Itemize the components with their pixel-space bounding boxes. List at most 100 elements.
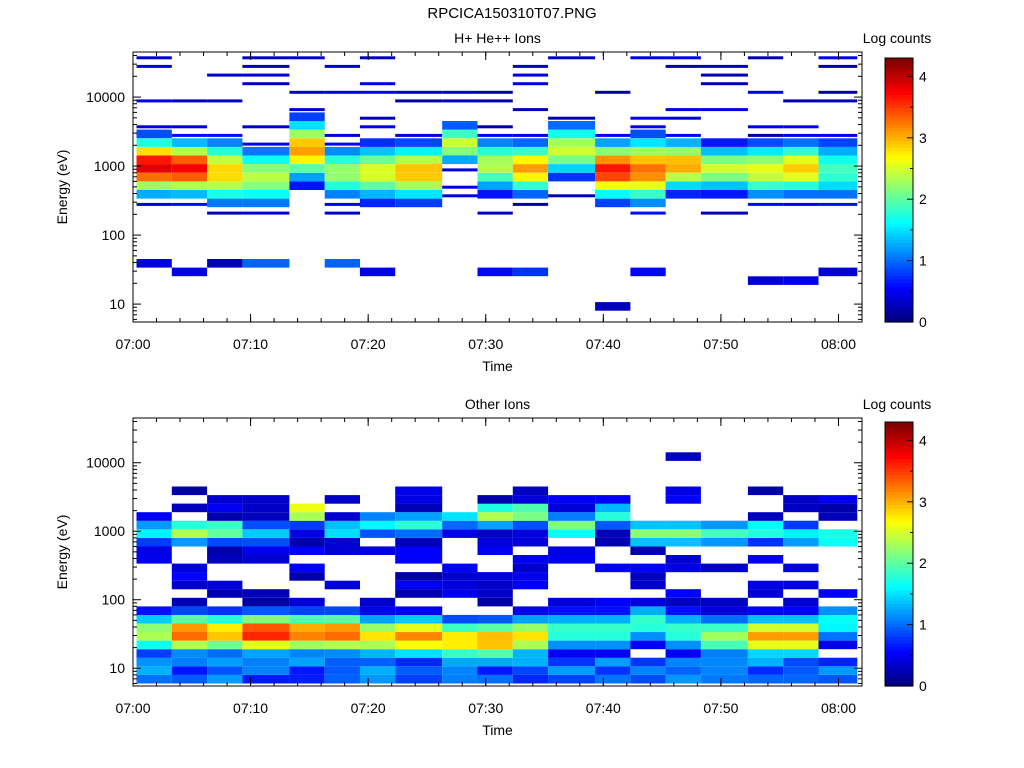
heatmap-cell bbox=[171, 190, 208, 199]
heatmap-cell bbox=[395, 146, 443, 156]
heatmap-cell bbox=[207, 495, 243, 504]
colorbar-frame bbox=[884, 421, 914, 687]
heatmap-cell bbox=[783, 503, 819, 513]
heatmap-cell bbox=[477, 572, 513, 581]
heatmap-cell bbox=[665, 640, 701, 650]
heatmap-cell bbox=[747, 125, 784, 129]
heatmap-cell bbox=[359, 181, 396, 190]
heatmap-cell bbox=[477, 146, 513, 156]
colorbar-segment bbox=[885, 669, 913, 674]
colorbar-segment bbox=[885, 682, 913, 687]
colorbar-segment bbox=[885, 636, 913, 641]
heatmap-cell bbox=[783, 190, 819, 199]
heatmap-cell bbox=[700, 640, 748, 650]
heatmap-cell bbox=[207, 614, 243, 624]
heatmap-cell bbox=[630, 657, 666, 667]
heatmap-cell bbox=[136, 640, 172, 650]
heatmap-cell bbox=[289, 520, 325, 530]
colorbar-segment bbox=[885, 481, 913, 486]
colorbar-segment bbox=[885, 209, 913, 214]
colorbar-segment bbox=[885, 269, 913, 274]
colorbar-segment bbox=[885, 275, 913, 280]
heatmap-cell bbox=[242, 56, 290, 60]
heatmap-cell bbox=[324, 495, 360, 504]
colorbar-segment bbox=[885, 249, 913, 254]
colorbar-segment bbox=[885, 491, 913, 496]
heatmap-cell bbox=[136, 259, 172, 268]
colorbar-segment bbox=[885, 84, 913, 89]
heatmap-cell bbox=[595, 563, 631, 573]
heatmap-cell bbox=[289, 546, 325, 555]
colorbar-segment bbox=[885, 180, 913, 184]
heatmap-cell bbox=[136, 190, 172, 199]
heatmap-cell bbox=[359, 546, 396, 555]
heatmap-cell bbox=[595, 520, 631, 530]
heatmap-cell bbox=[136, 657, 172, 667]
heatmap-cell bbox=[359, 614, 396, 624]
colorbar-segment bbox=[885, 590, 913, 595]
heatmap-cell bbox=[395, 546, 443, 555]
colorbar-segment bbox=[885, 656, 913, 661]
heatmap-cell bbox=[818, 606, 858, 615]
heatmap-cell bbox=[700, 164, 748, 173]
heatmap-cell bbox=[747, 512, 784, 521]
colorbar-segment bbox=[885, 282, 913, 287]
heatmap-cell bbox=[171, 133, 208, 137]
heatmap-cell bbox=[289, 138, 325, 147]
colorbar-segment bbox=[885, 474, 913, 479]
heatmap-cell bbox=[442, 129, 478, 139]
heatmap-cell bbox=[359, 155, 396, 165]
heatmap-cell bbox=[442, 168, 478, 172]
heatmap-cell bbox=[395, 495, 443, 504]
heatmap-cell bbox=[442, 563, 478, 573]
heatmap-cell bbox=[477, 155, 513, 165]
heatmap-cell bbox=[512, 649, 549, 658]
heatmap-cell bbox=[324, 181, 360, 190]
heatmap-cell bbox=[818, 495, 858, 504]
colorbar-segment bbox=[885, 186, 913, 191]
heatmap-cell bbox=[242, 555, 290, 564]
heatmap-cell bbox=[630, 597, 666, 607]
heatmap-cell bbox=[242, 142, 290, 146]
heatmap-cell bbox=[818, 133, 858, 137]
colorbar-segment bbox=[885, 223, 913, 227]
heatmap-cell bbox=[359, 190, 396, 199]
y-tick-label: 1000 bbox=[94, 158, 125, 174]
heatmap-cell bbox=[747, 202, 784, 206]
heatmap-cell bbox=[595, 164, 631, 173]
heatmap-cell bbox=[289, 56, 325, 60]
heatmap-cell bbox=[242, 520, 290, 530]
heatmap-cell bbox=[818, 164, 858, 173]
heatmap-cell bbox=[136, 202, 172, 206]
x-axis-label: Time bbox=[482, 722, 513, 738]
heatmap-cell bbox=[171, 674, 208, 684]
heatmap-cell bbox=[747, 632, 784, 641]
colorbar-segment bbox=[885, 170, 913, 175]
colorbar-segment bbox=[885, 203, 913, 208]
heatmap-cell bbox=[289, 164, 325, 173]
heatmap-cell bbox=[289, 129, 325, 139]
heatmap-cell bbox=[700, 666, 748, 675]
heatmap-cell bbox=[630, 146, 666, 156]
heatmap-cell bbox=[207, 146, 243, 156]
heatmap-cell bbox=[477, 649, 513, 658]
heatmap-cell bbox=[395, 133, 443, 137]
heatmap-cell bbox=[242, 211, 290, 215]
colorbar-segment bbox=[885, 639, 913, 644]
heatmap-cell bbox=[136, 172, 172, 182]
heatmap-cell bbox=[359, 632, 396, 641]
heatmap-cell bbox=[207, 546, 243, 555]
heatmap-cell bbox=[289, 537, 325, 547]
heatmap-cell bbox=[630, 606, 666, 615]
heatmap-cell bbox=[359, 597, 396, 607]
heatmap-cell bbox=[630, 572, 666, 581]
heatmap-cell bbox=[783, 614, 819, 624]
colorbar-segment bbox=[885, 537, 913, 542]
colorbar-segment bbox=[885, 435, 913, 440]
heatmap-cell bbox=[783, 520, 819, 530]
heatmap-cell bbox=[359, 116, 396, 120]
colorbar-segment bbox=[885, 279, 913, 283]
heatmap-cell bbox=[512, 657, 549, 667]
heatmap-cell bbox=[595, 133, 631, 137]
heatmap-cell bbox=[242, 674, 290, 684]
